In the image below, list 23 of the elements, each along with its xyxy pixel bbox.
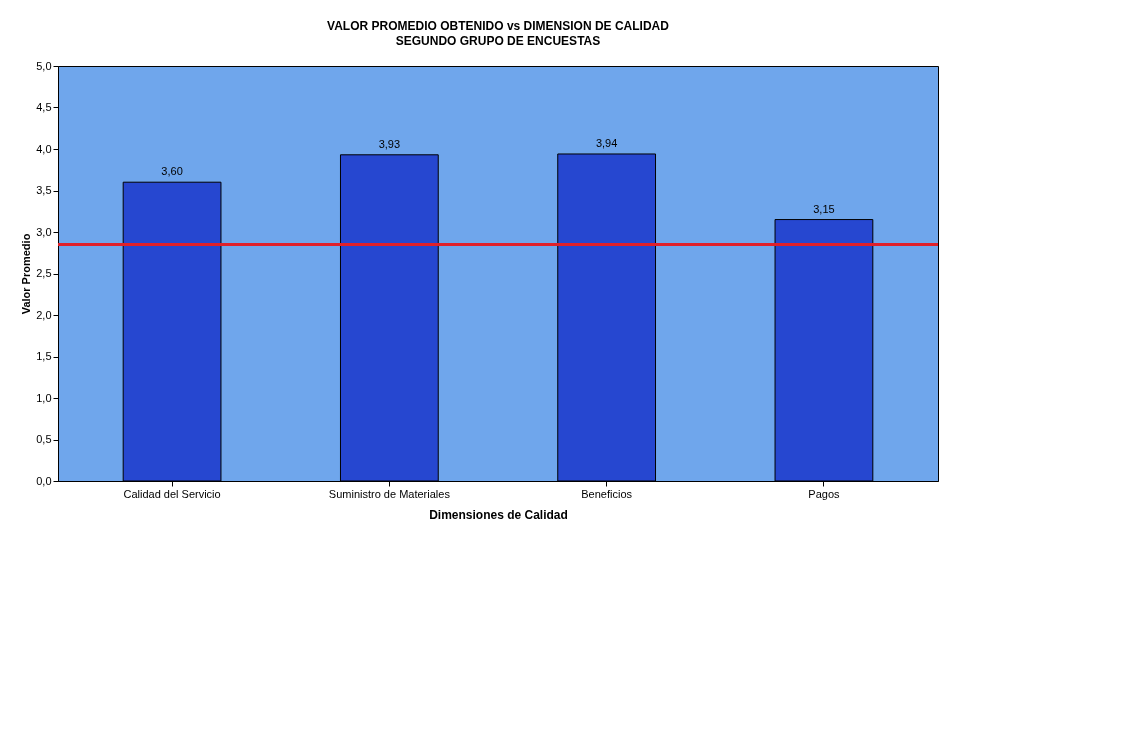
data-label: 3,94: [595, 136, 618, 149]
y-tick-label: 0,0: [36, 474, 52, 487]
y-tick-label: 1,0: [36, 391, 52, 404]
y-tick-label: 3,0: [36, 225, 52, 238]
y-tick-label: 4,0: [36, 142, 52, 155]
x-tick-label: Beneficios: [581, 487, 633, 500]
data-label: 3,60: [161, 165, 183, 178]
y-tick-label: 0,5: [36, 433, 52, 445]
data-label: 3,15: [813, 202, 835, 215]
y-tick-label: 1,5: [36, 350, 52, 362]
y-tick-label: 2,5: [36, 267, 52, 279]
y-tick-label: 4,5: [36, 101, 52, 113]
data-label: 3,93: [378, 137, 401, 150]
x-tick-label: Suministro de Materiales: [328, 487, 451, 500]
chart-title: VALOR PROMEDIO OBTENIDO vs DIMENSION DE CALIDAD: [327, 19, 670, 33]
y-axis-title: Valor Promedio: [20, 233, 33, 315]
y-tick-label: 5,0: [36, 59, 52, 72]
y-tick-label: 2,0: [36, 308, 52, 321]
chart-subtitle: SEGUNDO GRUPO DE ENCUESTAS: [395, 34, 601, 48]
x-tick-label: Pagos: [808, 487, 841, 500]
y-tick-label: 3,5: [36, 184, 52, 196]
x-axis-title: Dimensiones de Calidad: [429, 507, 568, 522]
x-tick-label: Calidad del Servicio: [123, 487, 221, 500]
